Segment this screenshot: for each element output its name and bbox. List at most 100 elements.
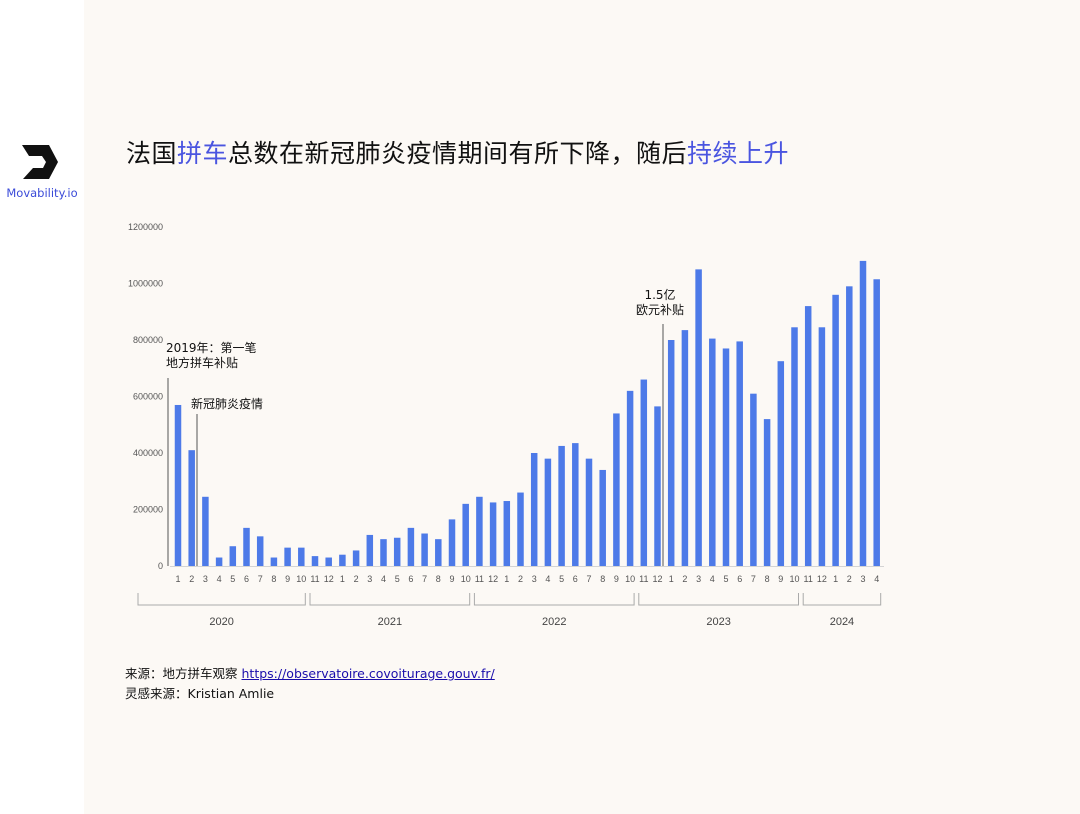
bar — [777, 361, 785, 566]
y-tick-label: 400000 — [133, 448, 163, 458]
bar — [695, 269, 702, 566]
x-tick-label: 1 — [340, 574, 345, 584]
x-tick-label: 5 — [230, 574, 235, 584]
source-block: 来源：地方拼车观察 https://observatoire.covoitura… — [125, 664, 495, 704]
bar — [503, 501, 511, 566]
x-tick-label: 7 — [751, 574, 756, 584]
x-tick-label: 6 — [408, 574, 413, 584]
bar — [873, 279, 880, 566]
annotation-text: 新冠肺炎疫情 — [191, 396, 263, 411]
x-tick-label: 8 — [436, 574, 441, 584]
x-tick-label: 6 — [737, 574, 742, 584]
y-tick-label: 1000000 — [128, 279, 163, 289]
bar — [270, 557, 278, 566]
bar — [298, 547, 305, 566]
y-tick-label: 0 — [158, 561, 163, 571]
x-tick-label: 4 — [217, 574, 222, 584]
x-tick-label: 12 — [324, 574, 334, 584]
bar — [558, 445, 565, 566]
title-part-1: 法国 — [126, 139, 178, 168]
main-panel — [84, 0, 1080, 814]
year-label: 2024 — [830, 616, 854, 628]
page-title: 法国拼车总数在新冠肺炎疫情期间有所下降，随后持续上升 — [126, 134, 789, 170]
x-tick-label: 10 — [296, 574, 306, 584]
y-tick-label: 200000 — [133, 505, 163, 515]
annotation-text: 欧元补贴 — [636, 303, 684, 317]
inspiration-credit: 灵感来源：Kristian Amlie — [125, 686, 275, 701]
source-link[interactable]: https://observatoire.covoiturage.gouv.fr… — [241, 666, 495, 681]
bar — [544, 458, 552, 566]
x-tick-label: 5 — [559, 574, 564, 584]
x-tick-label: 2 — [682, 574, 687, 584]
year-label: 2021 — [378, 616, 402, 628]
sidebar: Movability.io — [0, 0, 84, 814]
x-tick-label: 10 — [789, 574, 799, 584]
x-tick-label: 9 — [449, 574, 454, 584]
bar — [421, 533, 428, 566]
bar — [709, 338, 716, 566]
bar — [681, 330, 689, 566]
x-tick-label: 4 — [545, 574, 550, 584]
bar — [667, 340, 675, 566]
bar — [791, 327, 798, 566]
title-part-2: 总数在新冠肺炎疫情期间有所下降，随后 — [228, 139, 688, 168]
x-tick-label: 12 — [817, 574, 827, 584]
x-tick-label: 8 — [271, 574, 276, 584]
bar — [311, 556, 319, 566]
bar — [750, 393, 757, 566]
bar — [202, 496, 209, 566]
bar — [818, 327, 826, 566]
bar — [448, 519, 456, 566]
x-tick-label: 4 — [381, 574, 386, 584]
year-label: 2023 — [706, 616, 730, 628]
x-tick-label: 3 — [696, 574, 701, 584]
x-tick-label: 3 — [860, 574, 865, 584]
x-tick-label: 3 — [203, 574, 208, 584]
bar — [572, 443, 579, 566]
x-tick-label: 2 — [847, 574, 852, 584]
year-label: 2020 — [209, 616, 233, 628]
bar — [846, 286, 853, 566]
x-tick-label: 10 — [625, 574, 635, 584]
brand-name: Movability.io — [6, 186, 78, 200]
x-tick-label: 2 — [189, 574, 194, 584]
bar — [380, 539, 387, 566]
year-bracket — [638, 593, 799, 606]
bar — [640, 379, 648, 566]
bar — [736, 341, 743, 566]
bar — [188, 450, 195, 566]
x-tick-label: 5 — [723, 574, 728, 584]
x-tick-label: 4 — [710, 574, 715, 584]
x-tick-label: 5 — [395, 574, 400, 584]
bar — [859, 260, 867, 566]
bar — [352, 550, 360, 566]
bar — [489, 502, 497, 566]
annotation-text: 地方拼车补贴 — [166, 355, 238, 370]
x-tick-label: 12 — [488, 574, 498, 584]
x-tick-label: 8 — [600, 574, 605, 584]
bar — [435, 539, 442, 566]
source-line: 来源：地方拼车观察 https://observatoire.covoitura… — [125, 664, 495, 684]
x-tick-label: 8 — [765, 574, 770, 584]
x-tick-label: 2 — [518, 574, 523, 584]
annotation-text: 2019年：第一笔 — [166, 340, 257, 355]
bar — [626, 390, 634, 566]
bar — [599, 469, 606, 566]
bar — [722, 348, 730, 566]
bar — [215, 557, 223, 566]
bar — [476, 496, 483, 566]
title-highlight-rising: 持续上升 — [687, 139, 790, 168]
x-tick-label: 1 — [504, 574, 509, 584]
year-bracket — [309, 593, 471, 606]
bar — [613, 413, 620, 566]
x-tick-label: 11 — [804, 574, 813, 584]
source-label: 来源：地方拼车观察 — [125, 666, 238, 681]
x-tick-label: 11 — [475, 574, 484, 584]
bar — [462, 503, 469, 566]
x-tick-label: 6 — [244, 574, 249, 584]
bar — [256, 536, 264, 566]
year-bracket — [802, 593, 882, 606]
x-tick-label: 11 — [310, 574, 319, 584]
x-tick-label: 7 — [586, 574, 591, 584]
